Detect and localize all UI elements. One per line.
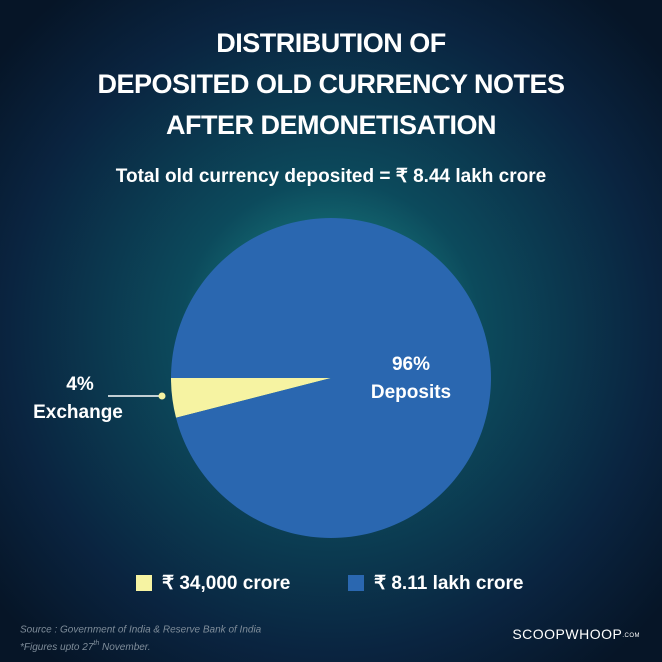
source: Source : Government of India & Reserve B… xyxy=(20,625,262,636)
chart-title: AFTER DEMONETISATION xyxy=(166,110,496,140)
footnote: *Figures upto 27th November. xyxy=(20,640,151,653)
category-label: Deposits xyxy=(371,382,451,403)
chart-title: DISTRIBUTION OF xyxy=(216,28,446,58)
legend-label: ₹ 34,000 crore xyxy=(162,573,290,594)
pie-slice xyxy=(171,378,331,418)
pie-slice xyxy=(171,218,491,539)
footnote-text: *Figures upto 27 xyxy=(20,642,94,653)
chart-title: DEPOSITED OLD CURRENCY NOTES xyxy=(97,69,564,99)
legend-swatch xyxy=(136,575,152,591)
brand: SCOOPWHOOP.COM xyxy=(512,626,640,642)
legend-swatch xyxy=(348,575,364,591)
legend-label: ₹ 8.11 lakh crore xyxy=(374,573,523,594)
data-label: 96% xyxy=(392,354,430,375)
chart-subtitle: Total old currency deposited = ₹ 8.44 la… xyxy=(116,166,546,187)
pie xyxy=(171,218,491,539)
data-label: 4% xyxy=(66,374,94,395)
footnote-sup: th xyxy=(93,640,99,647)
brand-name: SCOOPWHOOP xyxy=(512,626,622,642)
category-label: Exchange xyxy=(33,402,123,423)
leader-dot xyxy=(158,392,166,400)
legend: ₹ 34,000 crore ₹ 8.11 lakh crore xyxy=(136,573,523,594)
brand-suffix: .COM xyxy=(622,633,640,639)
footnote-text: November. xyxy=(99,642,150,653)
